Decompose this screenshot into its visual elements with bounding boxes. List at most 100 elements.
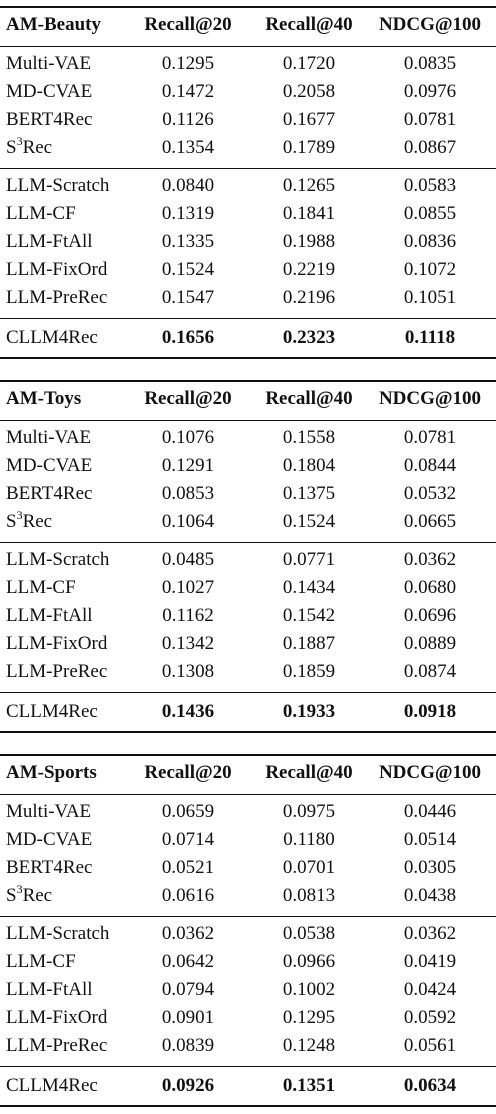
recall20-value: 0.1436 — [161, 701, 215, 722]
ndcg100-value: 0.0844 — [403, 455, 457, 476]
recall20-value: 0.0840 — [161, 175, 215, 196]
recall40-value: 0.0538 — [282, 923, 336, 944]
recall20-value: 0.1291 — [161, 455, 215, 476]
recall20-value: 0.1064 — [161, 511, 215, 532]
table-row: LLM-PreRec 0.0839 0.1248 0.0561 — [0, 1032, 496, 1060]
recall40-value: 0.1248 — [282, 1035, 336, 1056]
column-header-ndcg100: NDCG@100 — [378, 14, 482, 35]
group-rule — [0, 1066, 496, 1067]
ndcg100-value: 0.0781 — [403, 109, 457, 130]
table-row-ours: CLLM4Rec 0.0926 0.1351 0.0634 — [0, 1072, 496, 1100]
recall40-value: 0.0966 — [282, 951, 336, 972]
table-row: BERT4Rec 0.0853 0.1375 0.0532 — [0, 480, 496, 508]
method-name: MD-CVAE — [6, 829, 93, 850]
top-rule — [0, 754, 496, 756]
top-rule — [0, 380, 496, 382]
recall40-value: 0.1351 — [282, 1075, 336, 1096]
method-name: MD-CVAE — [6, 455, 93, 476]
table-row: MD-CVAE 0.1472 0.2058 0.0976 — [0, 78, 496, 106]
ndcg100-value: 0.0781 — [403, 427, 457, 448]
ndcg100-value: 0.1072 — [403, 259, 457, 280]
recall20-value: 0.0714 — [161, 829, 215, 850]
dataset-name: AM-Toys — [6, 388, 82, 409]
group-rule — [0, 692, 496, 693]
header-rule — [0, 794, 496, 795]
method-name: LLM-PreRec — [6, 287, 108, 308]
table-row: LLM-FixOrd 0.1524 0.2219 0.1072 — [0, 256, 496, 284]
column-header-recall40: Recall@40 — [265, 14, 353, 35]
table-row: LLM-FixOrd 0.1342 0.1887 0.0889 — [0, 630, 496, 658]
recall40-value: 0.1804 — [282, 455, 336, 476]
bottom-rule — [0, 731, 496, 733]
bottom-rule — [0, 1105, 496, 1107]
recall20-value: 0.1472 — [161, 81, 215, 102]
table-row: S3Rec 0.1064 0.1524 0.0665 — [0, 508, 496, 536]
recall20-value: 0.0853 — [161, 483, 215, 504]
ndcg100-value: 0.0583 — [403, 175, 457, 196]
ndcg100-value: 0.0438 — [403, 885, 457, 906]
recall40-value: 0.2058 — [282, 81, 336, 102]
ndcg100-value: 0.0419 — [403, 951, 457, 972]
method-name: LLM-Scratch — [6, 175, 110, 196]
method-name: Multi-VAE — [6, 53, 92, 74]
method-name: LLM-CF — [6, 203, 76, 224]
recall20-value: 0.1656 — [161, 327, 215, 348]
header-rule — [0, 420, 496, 421]
recall40-value: 0.1859 — [282, 661, 336, 682]
recall40-value: 0.1720 — [282, 53, 336, 74]
method-name: LLM-CF — [6, 577, 76, 598]
ndcg100-value: 0.0424 — [403, 979, 457, 1000]
ndcg100-value: 0.0532 — [403, 483, 457, 504]
method-name: LLM-FixOrd — [6, 1007, 108, 1028]
results-table-toys: AM-Toys Recall@20 Recall@40 NDCG@100 Mul… — [0, 380, 496, 738]
recall40-value: 0.1375 — [282, 483, 336, 504]
ndcg100-value: 0.0362 — [403, 549, 457, 570]
recall20-value: 0.1319 — [161, 203, 215, 224]
table-row-ours: CLLM4Rec 0.1656 0.2323 0.1118 — [0, 324, 496, 352]
recall20-value: 0.0616 — [161, 885, 215, 906]
results-page: AM-Beauty Recall@20 Recall@40 NDCG@100 M… — [0, 6, 496, 1114]
method-name: CLLM4Rec — [6, 701, 98, 722]
ndcg100-value: 0.0855 — [403, 203, 457, 224]
recall20-value: 0.0901 — [161, 1007, 215, 1028]
recall20-value: 0.0659 — [161, 801, 215, 822]
recall40-value: 0.0813 — [282, 885, 336, 906]
ndcg100-value: 0.0874 — [403, 661, 457, 682]
recall40-value: 0.1265 — [282, 175, 336, 196]
method-name: LLM-FixOrd — [6, 259, 108, 280]
table-row: S3Rec 0.1354 0.1789 0.0867 — [0, 134, 496, 162]
method-name: LLM-FtAll — [6, 979, 93, 1000]
bottom-rule — [0, 357, 496, 359]
recall40-value: 0.1988 — [282, 231, 336, 252]
group-rule — [0, 542, 496, 543]
ndcg100-value: 0.0305 — [403, 857, 457, 878]
table-row: LLM-Scratch 0.0362 0.0538 0.0362 — [0, 920, 496, 948]
recall20-value: 0.1524 — [161, 259, 215, 280]
dataset-name: AM-Sports — [6, 762, 97, 783]
table-row: LLM-PreRec 0.1308 0.1859 0.0874 — [0, 658, 496, 686]
recall20-value: 0.1027 — [161, 577, 215, 598]
ndcg100-value: 0.0592 — [403, 1007, 457, 1028]
table-row: LLM-PreRec 0.1547 0.2196 0.1051 — [0, 284, 496, 312]
recall40-value: 0.1789 — [282, 137, 336, 158]
recall20-value: 0.1342 — [161, 633, 215, 654]
recall40-value: 0.1542 — [282, 605, 336, 626]
recall40-value: 0.1434 — [282, 577, 336, 598]
method-name: S3Rec — [6, 133, 53, 158]
ndcg100-value: 0.1051 — [403, 287, 457, 308]
recall20-value: 0.0642 — [161, 951, 215, 972]
group-rule — [0, 168, 496, 169]
recall40-value: 0.2196 — [282, 287, 336, 308]
ndcg100-value: 0.0696 — [403, 605, 457, 626]
table-row: BERT4Rec 0.0521 0.0701 0.0305 — [0, 854, 496, 882]
dataset-name: AM-Beauty — [6, 14, 101, 35]
table-row: LLM-CF 0.1319 0.1841 0.0855 — [0, 200, 496, 228]
table-row: LLM-FixOrd 0.0901 0.1295 0.0592 — [0, 1004, 496, 1032]
ndcg100-value: 0.0446 — [403, 801, 457, 822]
recall40-value: 0.1558 — [282, 427, 336, 448]
header-rule — [0, 46, 496, 47]
recall20-value: 0.0362 — [161, 923, 215, 944]
column-header-recall20: Recall@20 — [144, 762, 232, 783]
table-header-row: AM-Toys Recall@20 Recall@40 NDCG@100 — [0, 385, 496, 413]
method-name: CLLM4Rec — [6, 1075, 98, 1096]
